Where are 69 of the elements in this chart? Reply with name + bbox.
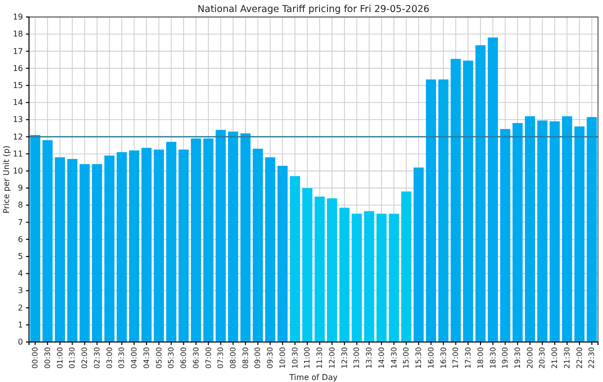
bar — [190, 138, 202, 342]
y-tick-label: 10 — [12, 166, 23, 176]
bar — [278, 166, 288, 342]
bar — [463, 60, 474, 342]
bar — [166, 142, 176, 342]
bar — [401, 191, 412, 342]
bar — [500, 129, 510, 342]
bar — [92, 164, 102, 342]
y-tick-label: 13 — [12, 115, 23, 124]
bar — [252, 148, 263, 342]
y-tick-label: 9 — [18, 184, 23, 193]
bar — [524, 116, 536, 342]
bar — [104, 156, 114, 342]
bar — [438, 79, 448, 342]
y-tick-label: 11 — [12, 149, 23, 158]
bar — [450, 58, 461, 342]
y-tick-label: 1 — [18, 320, 23, 330]
y-tick-label: 2 — [18, 303, 23, 312]
bar — [240, 133, 251, 342]
bar — [475, 45, 486, 342]
bar — [488, 38, 498, 342]
bar — [426, 79, 436, 342]
y-tick-label: 15 — [12, 80, 23, 90]
bar — [178, 150, 189, 342]
bar — [216, 130, 226, 342]
chart-title: National Average Tariff pricing for Fri 29-05-2026 — [198, 4, 430, 15]
bar — [364, 211, 374, 342]
bar — [339, 208, 350, 342]
bar — [352, 214, 362, 342]
bar — [290, 176, 300, 342]
bar — [562, 116, 572, 342]
y-tick-label: 16 — [12, 64, 23, 73]
y-tick-label: 14 — [12, 98, 23, 108]
y-axis-title: Price per Unit (p) — [2, 145, 11, 214]
x-axis-title: Time of Day — [288, 373, 338, 382]
bar — [326, 198, 338, 342]
bar — [537, 120, 548, 342]
bar — [80, 164, 90, 342]
bar — [42, 140, 53, 342]
bar — [512, 123, 523, 342]
y-tick-label: 12 — [12, 132, 23, 142]
bar — [116, 152, 127, 342]
bar — [30, 135, 40, 342]
bar — [154, 150, 164, 342]
y-tick-label: 4 — [18, 269, 23, 278]
bar — [54, 157, 65, 342]
bar — [203, 138, 214, 342]
y-tick-label: 3 — [18, 286, 23, 296]
bar — [141, 148, 152, 342]
bar — [314, 196, 325, 342]
y-tick-label: 18 — [12, 30, 23, 39]
bar — [574, 126, 585, 342]
y-tick-label: 8 — [18, 200, 23, 210]
y-tick-label: 17 — [12, 46, 23, 56]
y-tick-label: 19 — [12, 12, 23, 22]
y-tick-label: 6 — [18, 234, 23, 244]
bar — [67, 158, 78, 342]
bar — [265, 157, 276, 342]
bar — [550, 121, 560, 342]
bar — [129, 150, 140, 342]
bar — [228, 132, 238, 342]
y-tick-label: 0 — [18, 338, 23, 347]
bar — [586, 117, 597, 342]
bar — [388, 214, 399, 342]
bar — [302, 188, 312, 342]
bar — [376, 214, 387, 342]
y-tick-label: 7 — [18, 218, 23, 227]
bar — [414, 168, 424, 342]
y-tick-label: 5 — [18, 252, 23, 262]
